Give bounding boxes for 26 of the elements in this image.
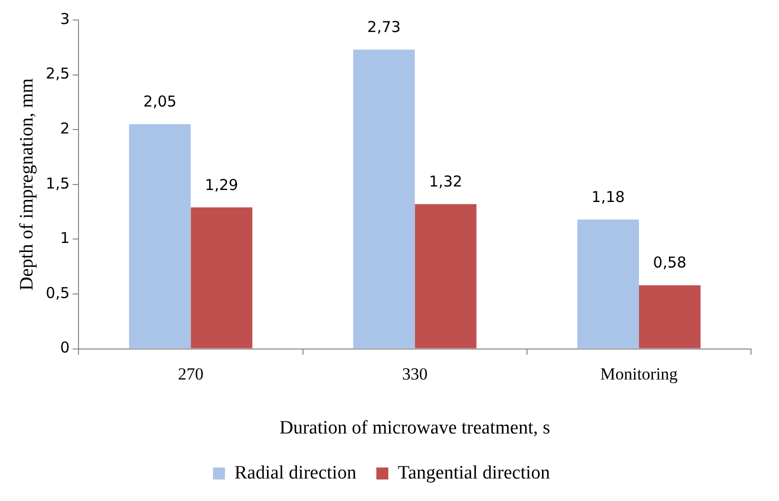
bar: [414, 204, 476, 348]
y-tick-label: 2: [60, 119, 70, 138]
data-label: 2,05: [143, 92, 177, 111]
bar: [190, 207, 252, 348]
bar: [638, 285, 701, 348]
legend-label: Radial direction: [234, 462, 357, 484]
bar: [129, 124, 191, 348]
x-axis-title: Duration of microwave treatment, s: [279, 418, 550, 439]
y-tick-label: 2,5: [46, 64, 70, 83]
bar: [353, 50, 415, 348]
y-tick-label: 3: [60, 10, 70, 28]
x-tick-label: 330: [402, 364, 428, 384]
data-label: 1,18: [591, 188, 625, 206]
y-axis-title: Depth of impregnation, mm: [16, 78, 38, 290]
y-tick-label: 1,5: [46, 174, 70, 192]
x-tick-label: Monitoring: [600, 364, 678, 384]
data-label: 1,29: [204, 176, 238, 194]
y-tick-label: 0,5: [46, 284, 70, 302]
bar: [577, 219, 639, 348]
y-tick-label: 0: [60, 338, 70, 357]
legend-label: Tangential direction: [398, 462, 551, 484]
data-label: 1,32: [428, 172, 462, 191]
data-label: 0,58: [653, 254, 686, 272]
data-label: 2,73: [367, 18, 401, 36]
y-tick-label: 1: [60, 229, 70, 248]
x-tick-label: 270: [178, 364, 204, 384]
